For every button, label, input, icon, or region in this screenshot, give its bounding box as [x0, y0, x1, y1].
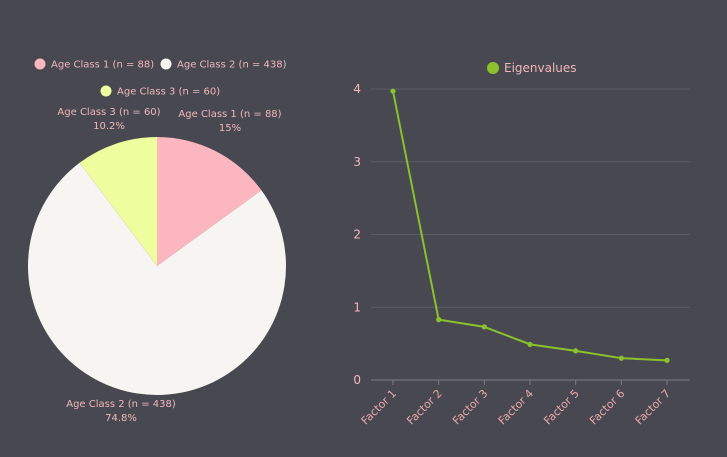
- pie-slice-percent-2: 74.8%: [105, 413, 137, 424]
- eigenvalue-point-7[interactable]: [664, 357, 670, 363]
- eigenvalue-point-1[interactable]: [390, 88, 396, 94]
- pie-legend-marker-1[interactable]: [34, 58, 46, 70]
- pie-slice-label-3: Age Class 3 (n = 60): [57, 107, 160, 118]
- pie-slice-2[interactable]: [27, 162, 286, 396]
- pie-slice-percent-3: 10.2%: [93, 121, 125, 132]
- x-tick-label-3: Factor 3: [450, 387, 490, 427]
- line-legend-label[interactable]: Eigenvalues: [504, 61, 577, 75]
- pie-legend-marker-2[interactable]: [160, 58, 172, 70]
- eigenvalue-point-6[interactable]: [618, 355, 624, 361]
- y-tick-label-1: 1: [353, 300, 361, 314]
- eigenvalue-point-3[interactable]: [481, 324, 487, 330]
- x-tick-label-7: Factor 7: [633, 387, 673, 427]
- pie-legend: Age Class 1 (n = 88) Age Class 2 (n = 438…: [34, 58, 287, 98]
- x-tick-label-6: Factor 6: [587, 387, 627, 427]
- pie-legend-label-1[interactable]: Age Class 1 (n = 88): [51, 60, 154, 71]
- pie-legend-label-3[interactable]: Age Class 3 (n = 60): [117, 87, 220, 98]
- pie-slice-3[interactable]: [79, 137, 157, 266]
- y-tick-label-0: 0: [353, 373, 361, 387]
- pie-legend-marker-3[interactable]: [100, 85, 112, 97]
- pie-chart: Age Class 1 (n = 88) 15% Age Class 2 (n = …: [27, 107, 286, 424]
- pie-slice-percent-1: 15%: [219, 123, 241, 134]
- eigenvalue-point-2[interactable]: [436, 317, 442, 323]
- line-legend-marker[interactable]: [487, 62, 499, 74]
- eigenvalues-series-line[interactable]: [392, 90, 668, 362]
- x-tick-label-2: Factor 2: [404, 387, 444, 427]
- y-tick-label-3: 3: [353, 155, 361, 169]
- y-tick-label-2: 2: [353, 228, 361, 242]
- y-tick-label-4: 4: [353, 82, 361, 96]
- line-legend: Eigenvalues: [487, 61, 577, 75]
- x-tick-label-4: Factor 4: [496, 387, 536, 427]
- x-tick-label-5: Factor 5: [541, 387, 581, 427]
- eigenvalue-point-4[interactable]: [527, 341, 533, 347]
- pie-slice-label-1: Age Class 1 (n = 88): [178, 109, 281, 120]
- pie-legend-label-2[interactable]: Age Class 2 (n = 438): [177, 60, 287, 71]
- pie-slice-label-2: Age Class 2 (n = 438): [66, 399, 176, 410]
- x-tick-label-1: Factor 1: [359, 387, 399, 427]
- eigenvalue-point-5[interactable]: [573, 348, 579, 354]
- pie-slice-1[interactable]: [157, 137, 262, 266]
